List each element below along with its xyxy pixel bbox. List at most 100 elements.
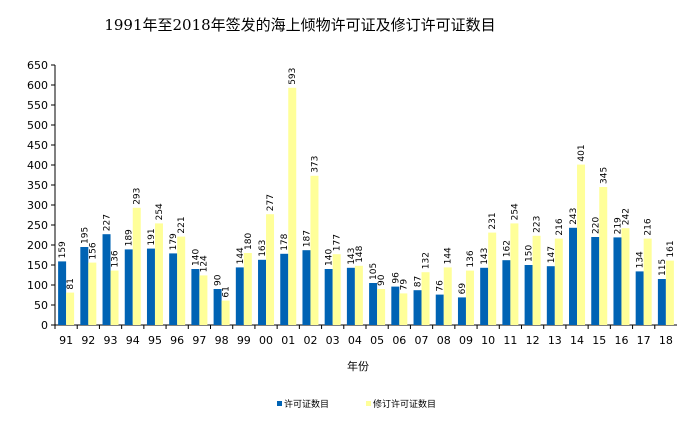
bar-revised — [465, 270, 474, 325]
x-tick-label: 08 — [437, 334, 451, 347]
bar-revised — [110, 270, 119, 325]
data-label: 132 — [422, 252, 432, 269]
bar-revised — [266, 214, 275, 325]
bar-permit — [546, 266, 555, 325]
bar-permit — [457, 297, 466, 325]
data-label: 179 — [169, 233, 179, 250]
data-label: 221 — [177, 216, 187, 233]
data-label: 277 — [266, 194, 276, 211]
data-label: 345 — [599, 167, 609, 184]
y-tick-label: 350 — [27, 179, 48, 192]
data-label: 219 — [613, 217, 623, 234]
data-label: 162 — [502, 240, 512, 257]
x-tick-label: 04 — [348, 334, 362, 347]
bar-permit — [635, 271, 644, 325]
y-tick-label: 450 — [27, 139, 48, 152]
data-label: 180 — [244, 233, 254, 250]
data-label: 254 — [510, 203, 520, 220]
x-tick-label: 12 — [526, 334, 540, 347]
x-tick-label: 98 — [215, 334, 229, 347]
x-tick-label: 01 — [281, 334, 295, 347]
legend-swatch — [366, 401, 371, 406]
bar-permit — [502, 260, 511, 325]
data-label: 401 — [577, 144, 587, 161]
data-label: 124 — [199, 255, 209, 272]
bar-permit — [524, 265, 533, 325]
bar-permit — [613, 237, 622, 325]
data-label: 216 — [555, 218, 565, 235]
data-label: 144 — [444, 247, 454, 264]
y-tick-label: 550 — [27, 99, 48, 112]
y-tick-label: 600 — [27, 79, 48, 92]
bar-permit — [191, 269, 200, 325]
bar-revised — [577, 164, 586, 325]
data-label: 189 — [125, 229, 135, 246]
data-label: 90 — [214, 274, 224, 286]
x-tick-label: 07 — [415, 334, 429, 347]
bar-revised — [177, 236, 186, 325]
y-tick-label: 250 — [27, 219, 48, 232]
data-label: 79 — [399, 279, 409, 291]
bar-revised — [443, 267, 452, 325]
x-tick-label: 10 — [481, 334, 495, 347]
bar-revised — [199, 275, 208, 325]
bar-permit — [124, 249, 133, 325]
data-label: 96 — [391, 272, 401, 284]
y-tick-label: 300 — [27, 199, 48, 212]
data-label: 243 — [569, 208, 579, 225]
bar-revised — [377, 289, 386, 325]
data-label: 187 — [302, 230, 312, 247]
bar-permit — [213, 289, 222, 325]
x-tick-label: 97 — [192, 334, 206, 347]
x-tick-label: 00 — [259, 334, 273, 347]
data-label: 61 — [222, 286, 232, 297]
data-label: 140 — [191, 249, 201, 266]
data-label: 144 — [236, 247, 246, 264]
x-tick-label: 93 — [104, 334, 118, 347]
bar-revised — [88, 262, 97, 325]
data-label: 195 — [80, 227, 90, 244]
y-tick-label: 50 — [34, 299, 48, 312]
x-axis-label: 年份 — [347, 359, 369, 373]
data-label: 76 — [436, 280, 446, 292]
bar-revised — [310, 175, 319, 325]
x-tick-label: 17 — [637, 334, 651, 347]
x-tick-label: 05 — [370, 334, 384, 347]
data-label: 134 — [636, 251, 646, 268]
bar-permit — [324, 269, 333, 325]
x-tick-label: 15 — [592, 334, 606, 347]
data-label: 227 — [103, 214, 113, 231]
data-label: 163 — [258, 240, 268, 257]
data-label: 159 — [58, 241, 68, 258]
y-tick-label: 650 — [27, 59, 48, 72]
x-tick-label: 11 — [503, 334, 517, 347]
bar-revised — [643, 238, 652, 325]
data-label: 136 — [111, 250, 121, 267]
data-label: 191 — [147, 228, 157, 245]
data-label: 242 — [621, 208, 631, 225]
data-label: 293 — [133, 188, 143, 205]
bar-revised — [510, 223, 519, 325]
x-tick-label: 06 — [392, 334, 406, 347]
bar-revised — [132, 207, 141, 325]
y-tick-label: 100 — [27, 279, 48, 292]
data-label: 69 — [458, 283, 468, 295]
y-tick-label: 500 — [27, 119, 48, 132]
bar-permit — [569, 227, 578, 325]
y-tick-label: 200 — [27, 239, 48, 252]
x-tick-label: 95 — [148, 334, 162, 347]
data-label: 178 — [280, 233, 290, 250]
data-label: 143 — [480, 248, 490, 265]
y-tick-label: 400 — [27, 159, 48, 172]
bar-revised — [488, 232, 497, 325]
bar-permit — [80, 247, 89, 325]
x-tick-label: 96 — [170, 334, 184, 347]
bar-permit — [302, 250, 311, 325]
data-label: 105 — [369, 263, 379, 280]
bar-revised — [554, 238, 563, 325]
chart-title: 1991年至2018年签发的海上倾物许可证及修订许可证数目 — [104, 16, 496, 34]
bar-permit — [102, 234, 111, 325]
x-tick-label: 03 — [326, 334, 340, 347]
bar-permit — [413, 290, 422, 325]
